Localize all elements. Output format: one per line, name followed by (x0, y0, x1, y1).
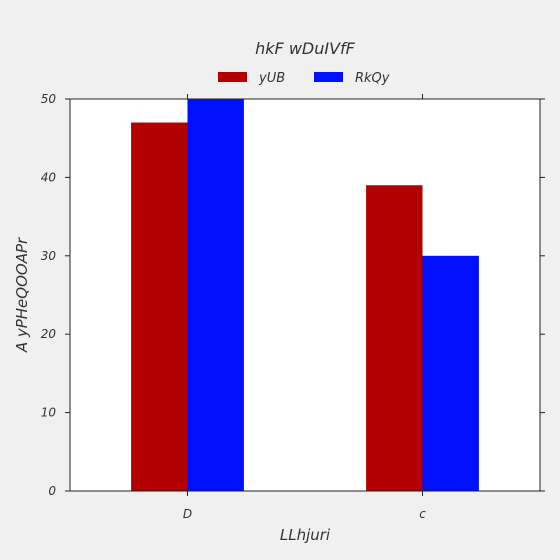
x-axis-label: LLhjuri (280, 526, 331, 544)
legend-label-RkQy: RkQy (355, 71, 390, 86)
legend: yUB RkQy (218, 71, 390, 86)
bar-yUB-c (366, 185, 423, 492)
legend-swatch-RkQy (314, 72, 343, 82)
plot-frame (69, 98, 541, 492)
y-tick-label: 40 (41, 170, 57, 184)
y-tick-label: 0 (48, 484, 56, 498)
y-tick-label: 50 (41, 92, 57, 106)
legend-label-yUB: yUB (258, 71, 285, 86)
y-tick-label: 20 (41, 327, 57, 341)
x-tick-label: c (419, 507, 426, 521)
y-axis-label: A yPHeQOOAPr (13, 237, 31, 353)
y-tick-label: 30 (41, 249, 57, 263)
ticks-layer: 0 10 20 30 40 50 D c (41, 92, 545, 521)
y-tick-label: 10 (41, 406, 57, 420)
bar-RkQy-c (422, 255, 479, 491)
bar-RkQy-D (187, 99, 244, 491)
bar-yUB-D (131, 122, 188, 492)
legend-swatch-yUB (218, 72, 247, 82)
chart-title: hkF wDuIVfF (255, 39, 356, 58)
x-tick-label: D (183, 507, 192, 521)
bars-layer (131, 99, 479, 492)
